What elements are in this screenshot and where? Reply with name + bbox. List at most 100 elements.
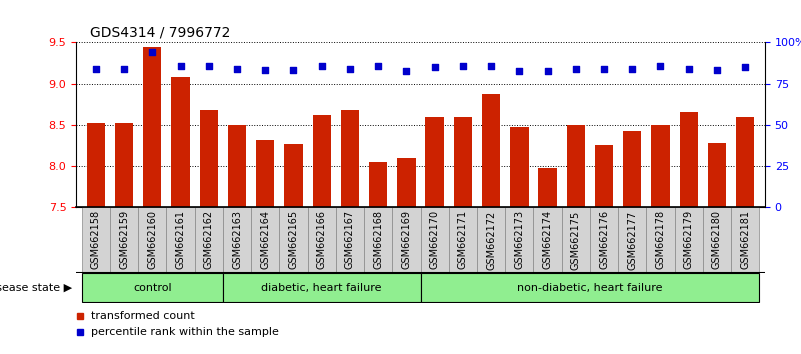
Text: GSM662165: GSM662165 <box>288 210 299 269</box>
Text: GSM662160: GSM662160 <box>147 210 157 269</box>
Text: GSM662162: GSM662162 <box>203 210 214 269</box>
Text: GDS4314 / 7996772: GDS4314 / 7996772 <box>90 26 230 40</box>
Text: GSM662178: GSM662178 <box>655 210 666 269</box>
Point <box>682 66 695 72</box>
Bar <box>308 207 336 273</box>
Bar <box>115 123 133 207</box>
Point <box>570 66 582 72</box>
Bar <box>110 207 139 273</box>
Bar <box>566 125 585 207</box>
Bar <box>618 207 646 273</box>
Text: GSM662171: GSM662171 <box>458 210 468 269</box>
Bar <box>397 158 416 207</box>
Point <box>90 66 103 72</box>
Point <box>739 64 751 70</box>
Text: GSM662169: GSM662169 <box>401 210 412 269</box>
Bar <box>336 207 364 273</box>
Point <box>174 63 187 68</box>
Point <box>259 67 272 73</box>
Bar <box>167 207 195 273</box>
Point <box>372 63 384 68</box>
Bar <box>702 207 731 273</box>
Point <box>485 63 497 68</box>
Bar <box>143 47 162 207</box>
Text: GSM662158: GSM662158 <box>91 210 101 269</box>
Text: GSM662166: GSM662166 <box>316 210 327 269</box>
Text: GSM662181: GSM662181 <box>740 210 751 269</box>
Bar <box>82 273 223 302</box>
Bar <box>736 116 755 207</box>
Point <box>598 66 610 72</box>
Bar <box>562 207 590 273</box>
Point <box>626 66 638 72</box>
Point <box>654 63 667 68</box>
Point <box>344 66 356 72</box>
Bar <box>477 207 505 273</box>
Text: non-diabetic, heart failure: non-diabetic, heart failure <box>517 282 662 293</box>
Point <box>457 63 469 68</box>
Bar <box>364 207 392 273</box>
Text: GSM662161: GSM662161 <box>175 210 186 269</box>
Bar <box>199 110 218 207</box>
Text: diabetic, heart failure: diabetic, heart failure <box>261 282 382 293</box>
Point <box>710 67 723 73</box>
Bar <box>223 273 421 302</box>
Bar <box>392 207 421 273</box>
Bar <box>223 207 252 273</box>
Point <box>513 68 525 74</box>
Point <box>203 63 215 68</box>
Bar <box>425 116 444 207</box>
Bar <box>453 116 472 207</box>
Bar <box>674 207 702 273</box>
Bar <box>449 207 477 273</box>
Text: GSM662172: GSM662172 <box>486 210 496 270</box>
Text: percentile rank within the sample: percentile rank within the sample <box>91 327 279 337</box>
Bar <box>369 162 388 207</box>
Bar <box>280 207 308 273</box>
Text: GSM662168: GSM662168 <box>373 210 383 269</box>
Text: transformed count: transformed count <box>91 311 195 321</box>
Text: GSM662177: GSM662177 <box>627 210 638 270</box>
Text: GSM662176: GSM662176 <box>599 210 609 269</box>
Text: GSM662173: GSM662173 <box>514 210 525 269</box>
Point <box>231 66 244 72</box>
Text: GSM662179: GSM662179 <box>684 210 694 269</box>
Bar <box>195 207 223 273</box>
Text: GSM662170: GSM662170 <box>429 210 440 269</box>
Text: disease state ▶: disease state ▶ <box>0 282 72 293</box>
Bar <box>256 139 275 207</box>
Point <box>400 68 413 74</box>
Bar <box>139 207 167 273</box>
Bar <box>482 93 501 207</box>
Bar <box>623 131 642 207</box>
Bar <box>340 110 359 207</box>
Point <box>146 50 159 55</box>
Bar <box>538 169 557 207</box>
Bar <box>731 207 759 273</box>
Text: GSM662163: GSM662163 <box>232 210 242 269</box>
Bar <box>679 113 698 207</box>
Point <box>541 68 554 74</box>
Bar <box>87 123 105 207</box>
Bar <box>421 273 759 302</box>
Bar <box>505 207 533 273</box>
Text: GSM662167: GSM662167 <box>345 210 355 269</box>
Bar <box>651 125 670 207</box>
Bar <box>533 207 562 273</box>
Text: GSM662159: GSM662159 <box>119 210 129 269</box>
Point <box>316 63 328 68</box>
Text: GSM662164: GSM662164 <box>260 210 270 269</box>
Text: GSM662180: GSM662180 <box>712 210 722 269</box>
Bar <box>590 207 618 273</box>
Point <box>429 64 441 70</box>
Point <box>287 67 300 73</box>
Bar <box>82 207 110 273</box>
Bar <box>510 127 529 207</box>
Bar <box>421 207 449 273</box>
Text: GSM662174: GSM662174 <box>542 210 553 269</box>
Bar <box>646 207 674 273</box>
Bar <box>252 207 280 273</box>
Bar <box>227 125 246 207</box>
Text: GSM662175: GSM662175 <box>571 210 581 270</box>
Bar <box>284 144 303 207</box>
